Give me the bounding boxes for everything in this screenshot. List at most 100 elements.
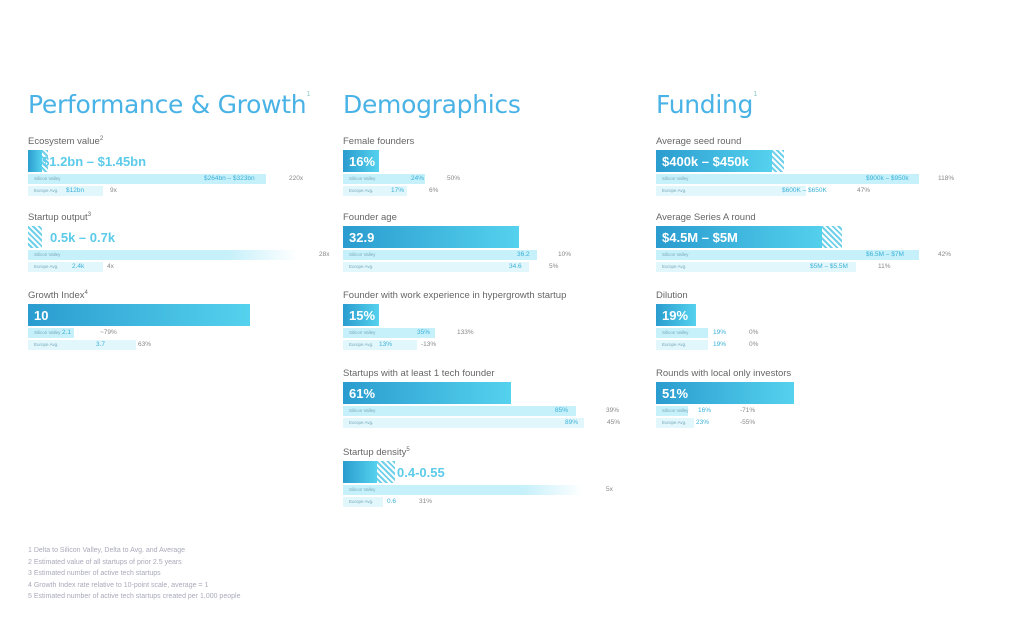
eu-bar (343, 340, 417, 350)
sv-name: Silicon Valley (34, 176, 61, 181)
metric-title: Startup density5 (343, 447, 410, 458)
metric-title-text: Average seed round (656, 136, 742, 147)
footnote: 4 Growth Index rate relative to 10-point… (28, 581, 209, 589)
eu-bar (28, 186, 103, 196)
footnote: 3 Estimated number of active tech startu… (28, 570, 161, 577)
eu-ratio: 0% (749, 341, 759, 348)
metric-title-text: Founder age (343, 212, 397, 223)
eu-bar (343, 418, 584, 428)
main-value: 0.4-0.55 (397, 465, 445, 480)
main-bar (28, 150, 42, 172)
eu-value: 23% (696, 419, 710, 426)
sv-ratio: 118% (938, 175, 955, 182)
sv-name: Silicon Valley (662, 408, 689, 413)
sv-value: 24% (411, 175, 425, 182)
metric-title: Rounds with local only investors (656, 368, 791, 379)
metric-title-text: Dilution (656, 290, 688, 301)
metric-title-text: Startups with at least 1 tech founder (343, 368, 495, 379)
metric-title: Dilution (656, 290, 688, 301)
metric-title: Startup output3 (28, 212, 91, 223)
eu-ratio: -13% (421, 341, 437, 348)
eu-value: $12bn (66, 187, 85, 194)
metric-seed-round: Average seed round $400k – $450k Silicon V… (656, 136, 956, 216)
metric-title-text: Average Series A round (656, 212, 756, 223)
metric-title-text: Rounds with local only investors (656, 368, 792, 379)
sv-name: Silicon Valley (34, 252, 61, 257)
main-bar (656, 226, 828, 248)
sv-value: 19% (713, 329, 727, 336)
eu-name: Europe Avg. (349, 188, 374, 193)
footnote: 5 Estimated number of active tech startu… (28, 593, 241, 600)
main-bar (343, 461, 377, 483)
metric-hypergrowth-experience: Founder with work experience in hypergro… (343, 290, 643, 370)
main-bar (656, 150, 772, 172)
sv-ratio: 42% (938, 251, 952, 258)
sv-value: $6.5M – $7M (866, 251, 904, 258)
eu-bar (28, 262, 103, 272)
section-title-demographics: Demographics (343, 90, 521, 119)
sv-bar (343, 250, 537, 260)
sv-name: Silicon Valley (349, 487, 376, 492)
metric-title-text: Growth Index (28, 290, 85, 302)
eu-value: $600K – $650K (782, 187, 827, 194)
sv-bar (28, 174, 266, 184)
metric-title-text: Female founders (343, 136, 415, 147)
eu-name: Europe Avg. (349, 420, 374, 425)
sv-bar-fade (228, 250, 298, 260)
main-value: 15% (349, 308, 376, 323)
eu-name: Europe Avg. (349, 264, 374, 269)
eu-value: 34.6 (509, 263, 522, 270)
main-bar (28, 304, 250, 326)
metric-title: Female founders (343, 136, 414, 147)
eu-ratio: -55% (740, 419, 756, 426)
eu-ratio: 5% (549, 263, 559, 270)
sv-bar (343, 485, 523, 495)
main-value: $4.5M – $5M (662, 230, 738, 245)
main-value: 51% (662, 386, 689, 401)
sv-ratio: 39% (606, 407, 620, 414)
main-value: 19% (662, 308, 689, 323)
eu-name: Europe Avg. (662, 342, 687, 347)
sv-bar (656, 174, 919, 184)
sv-ratio: 28x (319, 251, 330, 258)
eu-name: Europe Avg. (34, 342, 59, 347)
footnotes: 1 Delta to Silicon Valley, Delta to Avg.… (28, 545, 240, 603)
metric-series-a: Average Series A round $4.5M – $5M Silicon… (656, 212, 956, 292)
sv-name: Silicon Valley (662, 176, 689, 181)
footnote: 2 Estimated value of all startups of pri… (28, 558, 182, 566)
section-title-performance: Performance & Growth1 (28, 90, 311, 119)
sv-ratio: 0% (749, 329, 759, 336)
sv-ratio: 220x (289, 175, 304, 182)
eu-bar (343, 262, 529, 272)
main-value: 16% (349, 154, 376, 169)
metric-title: Startups with at least 1 tech founder (343, 368, 495, 379)
eu-bar (343, 497, 383, 507)
main-value: $400k – $450k (662, 154, 749, 169)
eu-value: 89% (565, 419, 579, 426)
metric-title: Founder with work experience in hypergro… (343, 290, 566, 301)
sv-name: Silicon Valley (34, 330, 61, 335)
sv-bar (343, 328, 435, 338)
eu-value: 2.4k (72, 263, 85, 270)
sv-name: Silicon Valley (349, 176, 376, 181)
eu-ratio: 31% (419, 498, 433, 505)
sv-ratio: ~79% (100, 329, 117, 336)
metric-title: Growth Index4 (28, 290, 88, 301)
eu-ratio: 63% (138, 341, 152, 348)
eu-ratio: 4x (107, 263, 114, 270)
sv-value: 35% (417, 329, 431, 336)
eu-name: Europe Avg. (662, 188, 687, 193)
metric-female-founders: Female founders 16% Silicon Valley 24% 50% Eu… (343, 136, 643, 216)
footnote: 1 Delta to Silicon Valley, Delta to Avg.… (28, 547, 186, 554)
metric-title-sup: 4 (84, 290, 88, 296)
sv-bar (343, 406, 576, 416)
main-value: $1.2bn – $1.45bn (42, 154, 147, 169)
sv-bar (656, 406, 688, 416)
eu-name: Europe Avg. (662, 420, 687, 425)
sv-value: $264bn – $323bn (204, 175, 255, 182)
metric-tech-founder: Startups with at least 1 tech founder 61%… (343, 368, 643, 448)
eu-name: Europe Avg. (34, 264, 59, 269)
sv-ratio: 10% (558, 251, 572, 258)
metric-title-sup: 5 (406, 447, 410, 453)
